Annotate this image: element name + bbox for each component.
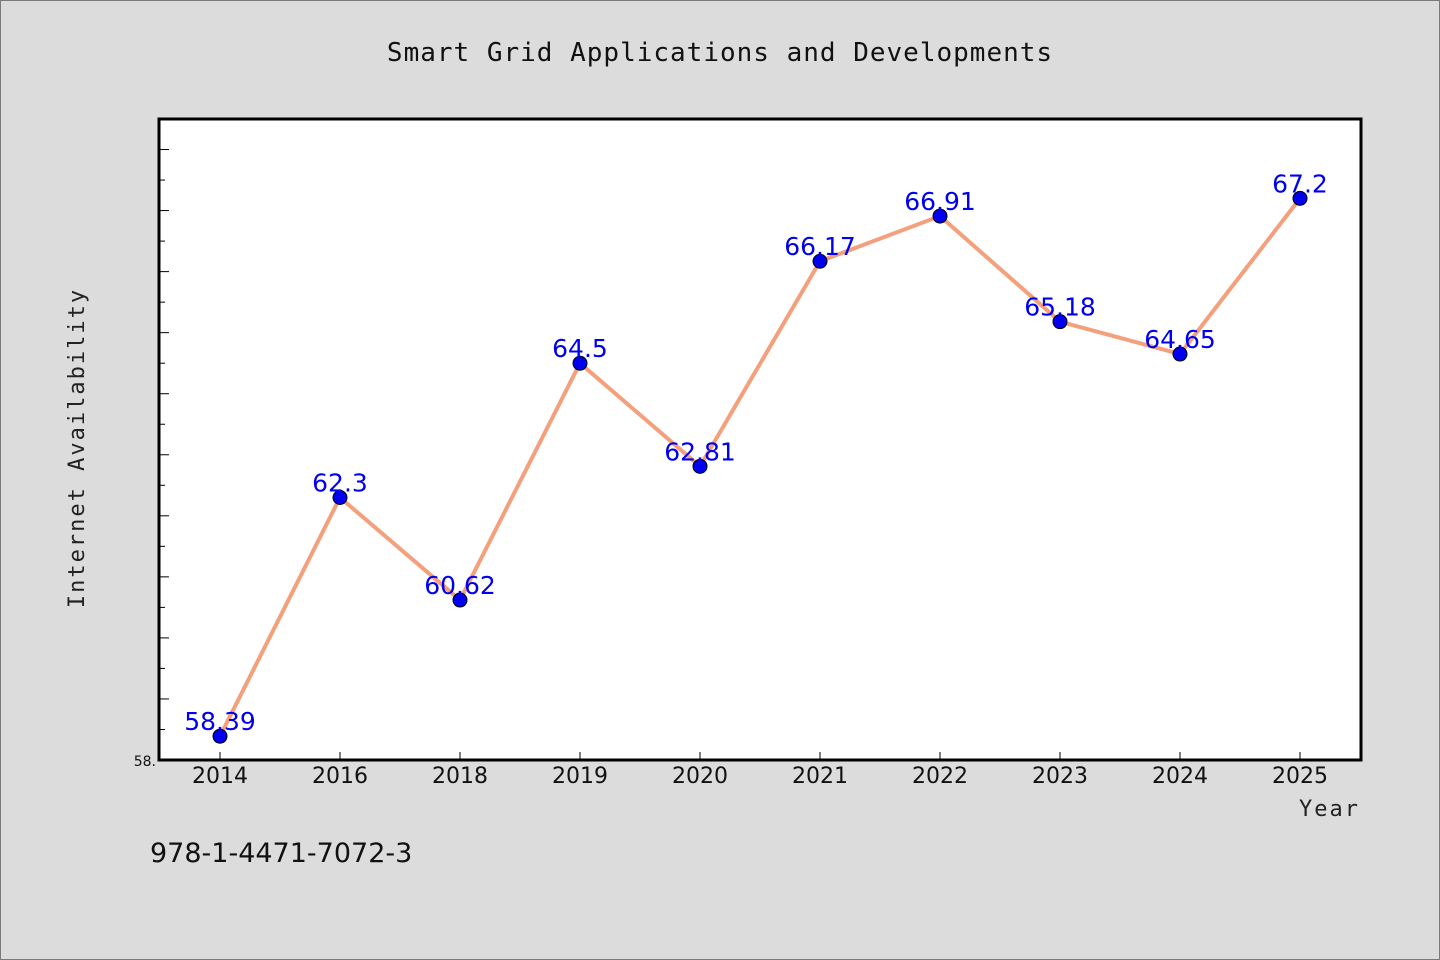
y-axis-ticks bbox=[159, 118, 169, 730]
data-point bbox=[692, 458, 708, 474]
data-label: 66.91 bbox=[904, 187, 976, 216]
x-tick-label: 2018 bbox=[432, 764, 488, 789]
x-tick-label: 2024 bbox=[1152, 764, 1208, 789]
x-tick-label: 2019 bbox=[552, 764, 608, 789]
data-label: 64.65 bbox=[1144, 325, 1216, 354]
plot-area bbox=[157, 117, 1363, 762]
x-tick-label: 2014 bbox=[192, 764, 248, 789]
series-layer: 58.39 62.3 60.62 64.5 62.81 66.17 66.91 65.18 64… bbox=[184, 169, 1328, 744]
data-point bbox=[452, 592, 468, 608]
data-label: 58.39 bbox=[184, 707, 256, 736]
y-axis-label: Internet Availability bbox=[65, 288, 90, 608]
data-point bbox=[212, 728, 228, 744]
data-label: 62.81 bbox=[664, 437, 736, 466]
data-label: 67.2 bbox=[1272, 169, 1328, 198]
x-tick-label: 2023 bbox=[1032, 764, 1088, 789]
data-label: 65.18 bbox=[1024, 293, 1096, 322]
series-line bbox=[218, 197, 1302, 738]
y-tick-label: 58. bbox=[134, 754, 156, 770]
data-point bbox=[332, 489, 348, 505]
data-point bbox=[1292, 190, 1308, 206]
data-label: 60.62 bbox=[424, 571, 496, 600]
data-point bbox=[1052, 314, 1068, 330]
data-point bbox=[812, 253, 828, 269]
data-label: 62.3 bbox=[312, 468, 368, 497]
data-point bbox=[1172, 346, 1188, 362]
x-tick-label: 2021 bbox=[792, 764, 848, 789]
data-point bbox=[932, 208, 948, 224]
data-label: 64.5 bbox=[552, 334, 608, 363]
data-label: 66.17 bbox=[784, 232, 856, 261]
x-axis-label: Year bbox=[1299, 797, 1360, 822]
data-point bbox=[572, 355, 588, 371]
x-tick-label: 2016 bbox=[312, 764, 368, 789]
x-tick-label: 2025 bbox=[1272, 764, 1328, 789]
chart-title: Smart Grid Applications and Developments bbox=[387, 38, 1053, 68]
isbn-text: 978-1-4471-7072-3 bbox=[150, 838, 412, 869]
x-tick-label: 2020 bbox=[672, 764, 728, 789]
x-axis-ticks: 2014 2016 2018 2019 2020 2021 2022 2023 2024 2025 bbox=[192, 752, 1328, 789]
x-tick-label: 2022 bbox=[912, 764, 968, 789]
